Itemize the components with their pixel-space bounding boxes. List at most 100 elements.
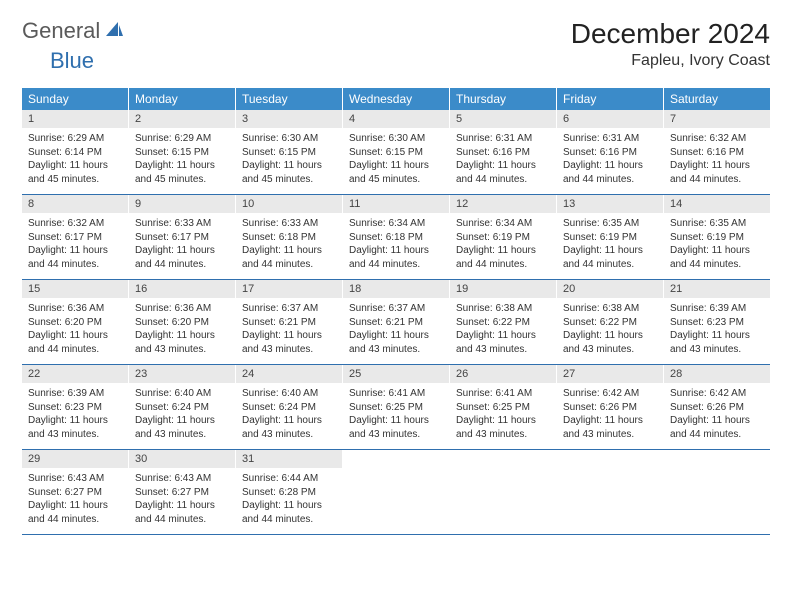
day-number: 16: [129, 280, 235, 298]
daylight-text: and 43 minutes.: [456, 343, 550, 357]
daylight-text: Daylight: 11 hours: [349, 244, 443, 258]
day-number: 22: [22, 365, 128, 383]
day-content: Sunrise: 6:43 AMSunset: 6:27 PMDaylight:…: [129, 468, 235, 532]
sunset-text: Sunset: 6:16 PM: [563, 146, 657, 160]
day-content: Sunrise: 6:31 AMSunset: 6:16 PMDaylight:…: [557, 128, 663, 192]
sunrise-text: Sunrise: 6:33 AM: [242, 217, 336, 231]
day-cell: 15Sunrise: 6:36 AMSunset: 6:20 PMDayligh…: [22, 280, 129, 364]
daylight-text: and 44 minutes.: [349, 258, 443, 272]
day-cell: 10Sunrise: 6:33 AMSunset: 6:18 PMDayligh…: [236, 195, 343, 279]
day-content: Sunrise: 6:29 AMSunset: 6:14 PMDaylight:…: [22, 128, 128, 192]
day-content: Sunrise: 6:36 AMSunset: 6:20 PMDaylight:…: [22, 298, 128, 362]
daylight-text: Daylight: 11 hours: [135, 329, 229, 343]
daylight-text: Daylight: 11 hours: [456, 329, 550, 343]
day-number: 9: [129, 195, 235, 213]
daylight-text: and 43 minutes.: [563, 428, 657, 442]
sunset-text: Sunset: 6:15 PM: [135, 146, 229, 160]
sunrise-text: Sunrise: 6:44 AM: [242, 472, 336, 486]
day-cell: [450, 450, 557, 534]
day-content: Sunrise: 6:34 AMSunset: 6:18 PMDaylight:…: [343, 213, 449, 277]
sunrise-text: Sunrise: 6:43 AM: [28, 472, 122, 486]
daylight-text: Daylight: 11 hours: [135, 414, 229, 428]
daylight-text: Daylight: 11 hours: [349, 159, 443, 173]
weekday-header: Thursday: [450, 88, 557, 110]
weekday-header: Tuesday: [236, 88, 343, 110]
daylight-text: and 44 minutes.: [28, 343, 122, 357]
day-number: 11: [343, 195, 449, 213]
weekday-header: Friday: [557, 88, 664, 110]
sunrise-text: Sunrise: 6:36 AM: [135, 302, 229, 316]
day-cell: 21Sunrise: 6:39 AMSunset: 6:23 PMDayligh…: [664, 280, 770, 364]
day-number: 7: [664, 110, 770, 128]
week-row: 29Sunrise: 6:43 AMSunset: 6:27 PMDayligh…: [22, 450, 770, 535]
day-cell: 31Sunrise: 6:44 AMSunset: 6:28 PMDayligh…: [236, 450, 343, 534]
day-cell: 18Sunrise: 6:37 AMSunset: 6:21 PMDayligh…: [343, 280, 450, 364]
day-content: Sunrise: 6:33 AMSunset: 6:17 PMDaylight:…: [129, 213, 235, 277]
daylight-text: Daylight: 11 hours: [28, 159, 122, 173]
day-content: Sunrise: 6:40 AMSunset: 6:24 PMDaylight:…: [236, 383, 342, 447]
day-content: Sunrise: 6:41 AMSunset: 6:25 PMDaylight:…: [343, 383, 449, 447]
daylight-text: and 45 minutes.: [135, 173, 229, 187]
week-row: 1Sunrise: 6:29 AMSunset: 6:14 PMDaylight…: [22, 110, 770, 195]
daylight-text: Daylight: 11 hours: [456, 244, 550, 258]
sunset-text: Sunset: 6:25 PM: [349, 401, 443, 415]
daylight-text: Daylight: 11 hours: [242, 159, 336, 173]
day-number: 1: [22, 110, 128, 128]
day-number: 31: [236, 450, 342, 468]
daylight-text: and 43 minutes.: [563, 343, 657, 357]
day-cell: 16Sunrise: 6:36 AMSunset: 6:20 PMDayligh…: [129, 280, 236, 364]
daylight-text: Daylight: 11 hours: [670, 329, 764, 343]
day-content: Sunrise: 6:37 AMSunset: 6:21 PMDaylight:…: [236, 298, 342, 362]
sunset-text: Sunset: 6:19 PM: [456, 231, 550, 245]
sunrise-text: Sunrise: 6:40 AM: [135, 387, 229, 401]
day-cell: 19Sunrise: 6:38 AMSunset: 6:22 PMDayligh…: [450, 280, 557, 364]
daylight-text: Daylight: 11 hours: [135, 499, 229, 513]
day-content: Sunrise: 6:32 AMSunset: 6:16 PMDaylight:…: [664, 128, 770, 192]
day-cell: 20Sunrise: 6:38 AMSunset: 6:22 PMDayligh…: [557, 280, 664, 364]
day-number: 2: [129, 110, 235, 128]
sunset-text: Sunset: 6:17 PM: [28, 231, 122, 245]
sunrise-text: Sunrise: 6:38 AM: [456, 302, 550, 316]
daylight-text: and 44 minutes.: [28, 258, 122, 272]
sunrise-text: Sunrise: 6:32 AM: [670, 132, 764, 146]
daylight-text: Daylight: 11 hours: [135, 244, 229, 258]
daylight-text: and 44 minutes.: [670, 258, 764, 272]
daylight-text: and 43 minutes.: [135, 428, 229, 442]
month-title: December 2024: [571, 18, 770, 50]
day-content: Sunrise: 6:38 AMSunset: 6:22 PMDaylight:…: [557, 298, 663, 362]
daylight-text: and 43 minutes.: [349, 343, 443, 357]
daylight-text: and 45 minutes.: [242, 173, 336, 187]
day-cell: 22Sunrise: 6:39 AMSunset: 6:23 PMDayligh…: [22, 365, 129, 449]
daylight-text: and 44 minutes.: [563, 258, 657, 272]
day-content: Sunrise: 6:40 AMSunset: 6:24 PMDaylight:…: [129, 383, 235, 447]
sunrise-text: Sunrise: 6:42 AM: [670, 387, 764, 401]
day-number: 29: [22, 450, 128, 468]
sunset-text: Sunset: 6:21 PM: [242, 316, 336, 330]
sunset-text: Sunset: 6:15 PM: [242, 146, 336, 160]
sunset-text: Sunset: 6:19 PM: [670, 231, 764, 245]
weekday-header: Sunday: [22, 88, 129, 110]
day-content: Sunrise: 6:31 AMSunset: 6:16 PMDaylight:…: [450, 128, 556, 192]
day-number: 14: [664, 195, 770, 213]
day-number: 24: [236, 365, 342, 383]
day-number: 12: [450, 195, 556, 213]
day-cell: [664, 450, 770, 534]
sunset-text: Sunset: 6:28 PM: [242, 486, 336, 500]
sunrise-text: Sunrise: 6:39 AM: [28, 387, 122, 401]
day-cell: 26Sunrise: 6:41 AMSunset: 6:25 PMDayligh…: [450, 365, 557, 449]
day-number: 21: [664, 280, 770, 298]
day-content: Sunrise: 6:42 AMSunset: 6:26 PMDaylight:…: [557, 383, 663, 447]
sunrise-text: Sunrise: 6:42 AM: [563, 387, 657, 401]
sunrise-text: Sunrise: 6:31 AM: [456, 132, 550, 146]
day-number: 3: [236, 110, 342, 128]
daylight-text: and 44 minutes.: [28, 513, 122, 527]
sunrise-text: Sunrise: 6:38 AM: [563, 302, 657, 316]
day-number: 5: [450, 110, 556, 128]
weekday-header: Wednesday: [343, 88, 450, 110]
sunrise-text: Sunrise: 6:32 AM: [28, 217, 122, 231]
daylight-text: and 44 minutes.: [563, 173, 657, 187]
sunrise-text: Sunrise: 6:31 AM: [563, 132, 657, 146]
day-cell: 12Sunrise: 6:34 AMSunset: 6:19 PMDayligh…: [450, 195, 557, 279]
sunset-text: Sunset: 6:18 PM: [349, 231, 443, 245]
day-content: Sunrise: 6:34 AMSunset: 6:19 PMDaylight:…: [450, 213, 556, 277]
